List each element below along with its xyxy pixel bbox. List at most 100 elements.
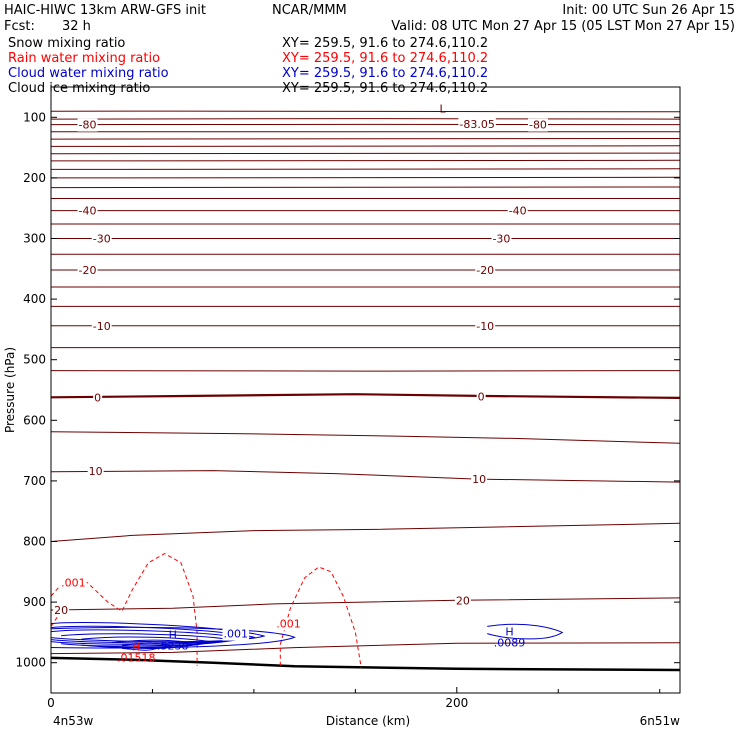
rain-contour xyxy=(279,566,362,669)
label-bg xyxy=(222,627,249,641)
label-bg xyxy=(77,204,98,218)
x-tick-label: 0 xyxy=(47,696,55,710)
rain-contour xyxy=(50,617,58,627)
isotherm-label: -10 xyxy=(93,320,111,333)
isotherm xyxy=(50,370,681,372)
isotherm xyxy=(50,186,681,189)
temperature-contours xyxy=(50,110,681,672)
isotherm xyxy=(50,470,681,483)
isotherm-label: -40 xyxy=(509,205,527,218)
fcst-value: 32 h xyxy=(62,19,91,34)
cloud-water-contour xyxy=(121,642,173,651)
init-time: Init: 00 UTC Sun 26 Apr 15 xyxy=(562,3,735,18)
x-axis-title: Distance (km) xyxy=(326,714,410,728)
field-label-snow: Snow mixing ratio xyxy=(8,36,125,51)
plot-frame xyxy=(50,86,681,694)
isotherm-label: -80 xyxy=(529,119,547,132)
cloud-water-contour xyxy=(50,625,256,644)
cloud-water-contour xyxy=(50,626,296,649)
label-bg xyxy=(527,118,548,132)
extremum-marker: L xyxy=(440,102,447,115)
isotherm xyxy=(50,159,681,162)
model-title: HAIC-HIWC 13km ARW-GFS init xyxy=(4,3,206,18)
label-bg xyxy=(60,576,87,590)
isotherm xyxy=(50,431,681,444)
field-label-cloud-ice: Cloud ice mixing ratio xyxy=(8,81,150,96)
isotherm-label: 10 xyxy=(472,473,486,486)
y-tick-label: 400 xyxy=(23,292,46,306)
right-endpoint-label: 6n51w xyxy=(640,714,681,728)
y-tick-label: 300 xyxy=(23,232,46,246)
isotherm-label: -20 xyxy=(79,264,97,277)
isotherm xyxy=(50,522,681,542)
left-endpoint-label: 4n53w xyxy=(53,714,94,728)
label-bg xyxy=(475,319,496,333)
cloud-water-contour xyxy=(111,639,204,649)
y-tick-label: 100 xyxy=(23,110,46,124)
isotherm-label: -80 xyxy=(79,119,97,132)
isotherm xyxy=(50,118,681,120)
moisture-contour-label: .001 xyxy=(61,577,85,590)
isotherm xyxy=(50,642,681,655)
y-axis-title: Pressure (hPa) xyxy=(3,347,17,433)
terrain-line xyxy=(50,656,681,672)
isotherm xyxy=(50,138,681,140)
extremum-value: .0089 xyxy=(494,636,526,649)
x-axis: 0 200 xyxy=(47,687,661,710)
field-label-cloud-water: Cloud water mixing ratio xyxy=(8,66,169,81)
label-bg xyxy=(476,390,486,404)
valid-time: Valid: 08 UTC Mon 27 Apr 15 (05 LST Mon … xyxy=(391,19,735,34)
field-label-rain: Rain water mixing ratio xyxy=(8,51,160,66)
label-bg xyxy=(77,118,98,132)
isotherm xyxy=(50,152,681,155)
y-tick-label: 1000 xyxy=(15,656,46,670)
field-xy-rain: XY= 259.5, 91.6 to 274.6,110.2 xyxy=(282,51,488,66)
isotherm xyxy=(50,145,681,147)
header: HAIC-HIWC 13km ARW-GFS init NCAR/MMM Ini… xyxy=(4,3,735,96)
x-tick-label: 200 xyxy=(445,696,468,710)
field-xy-cloud-ice: XY= 259.5, 91.6 to 274.6,110.2 xyxy=(282,81,488,96)
isotherm-label: -40 xyxy=(79,205,97,218)
label-bg xyxy=(53,603,70,617)
label-bg xyxy=(91,232,112,246)
field-xy-snow: XY= 259.5, 91.6 to 274.6,110.2 xyxy=(282,36,488,51)
isotherm-label: -30 xyxy=(93,233,111,246)
extremum-value: .01518 xyxy=(117,652,156,665)
y-tick-label: 900 xyxy=(23,595,46,609)
extremum-value: .5238 xyxy=(157,639,189,652)
fcst-label: Fcst: xyxy=(4,19,35,34)
isotherm-label: -83.05 xyxy=(459,118,494,131)
isotherm xyxy=(50,393,681,399)
isotherm-label: 0 xyxy=(94,391,101,404)
isotherm xyxy=(50,110,681,113)
contour-labels: -80 -83.05 -80 -40 -40 -30 -30 -20 -20 -10 -10 0 0 10… xyxy=(53,102,548,665)
moisture-contour-label: .001 xyxy=(223,628,248,641)
label-bg xyxy=(275,617,302,631)
isotherm xyxy=(50,176,681,179)
label-bg xyxy=(87,465,104,479)
rain-contour xyxy=(50,553,198,666)
isotherm-label: -10 xyxy=(476,320,494,333)
cloud-water-contour xyxy=(50,621,266,643)
y-tick-label: 200 xyxy=(23,171,46,185)
extremum-marker: H xyxy=(505,625,513,638)
isotherm-label: 10 xyxy=(89,465,103,478)
label-bg xyxy=(454,594,471,608)
label-bg xyxy=(93,391,103,405)
org-label: NCAR/MMM xyxy=(272,3,347,18)
label-bg xyxy=(491,232,512,246)
y-tick-label: 500 xyxy=(23,353,46,367)
y-tick-label: 700 xyxy=(23,474,46,488)
label-bg xyxy=(471,473,488,487)
isotherm xyxy=(50,168,681,170)
label-bg xyxy=(77,264,98,278)
y-tick-label: 800 xyxy=(23,535,46,549)
isotherm-label: 20 xyxy=(456,594,470,607)
cloud-water-contour xyxy=(487,623,564,640)
extremum-marker: H xyxy=(169,628,177,641)
label-bg xyxy=(507,204,528,218)
y-tick-label: 600 xyxy=(23,413,46,427)
isotherm-label: -30 xyxy=(492,233,510,246)
